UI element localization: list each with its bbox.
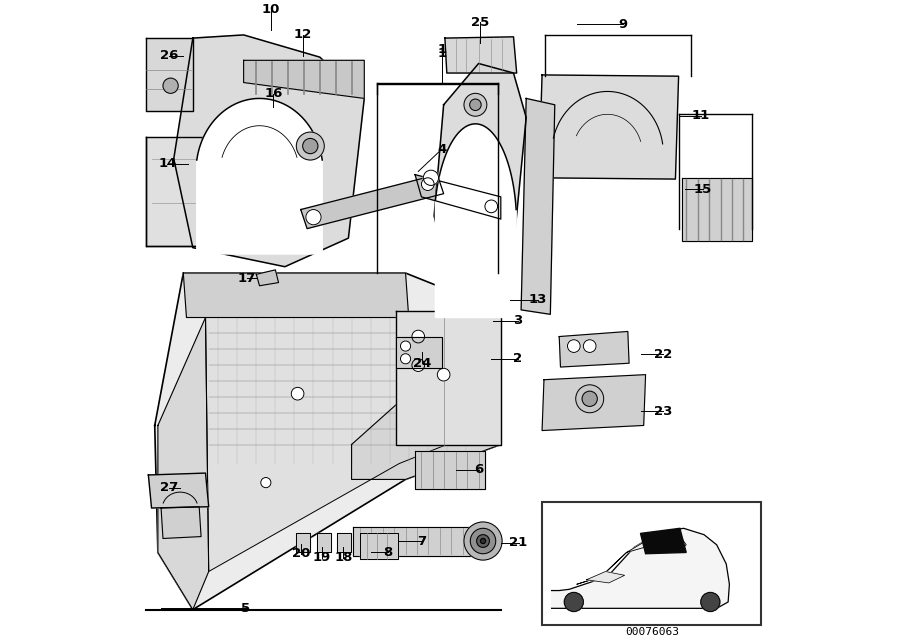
Polygon shape bbox=[542, 375, 645, 431]
Circle shape bbox=[306, 210, 321, 225]
Circle shape bbox=[471, 528, 496, 554]
Polygon shape bbox=[445, 37, 517, 73]
Text: 24: 24 bbox=[413, 357, 431, 370]
Text: 9: 9 bbox=[619, 18, 628, 30]
Circle shape bbox=[437, 368, 450, 381]
Text: 27: 27 bbox=[160, 481, 178, 494]
Text: 14: 14 bbox=[158, 157, 176, 170]
Polygon shape bbox=[559, 331, 629, 367]
Text: 3: 3 bbox=[513, 314, 523, 327]
Circle shape bbox=[583, 340, 596, 352]
Polygon shape bbox=[197, 98, 322, 254]
Circle shape bbox=[464, 522, 502, 560]
Text: 19: 19 bbox=[312, 551, 331, 564]
Text: 7: 7 bbox=[418, 535, 427, 547]
Polygon shape bbox=[354, 527, 485, 556]
Polygon shape bbox=[174, 35, 364, 267]
Polygon shape bbox=[184, 273, 409, 318]
Polygon shape bbox=[436, 124, 517, 318]
Text: 6: 6 bbox=[474, 464, 483, 476]
Text: 1: 1 bbox=[437, 48, 446, 60]
Circle shape bbox=[485, 200, 498, 213]
Text: 20: 20 bbox=[292, 547, 310, 560]
Polygon shape bbox=[434, 64, 526, 311]
Text: 00076063: 00076063 bbox=[625, 627, 679, 635]
Text: 1: 1 bbox=[437, 43, 446, 56]
Circle shape bbox=[400, 341, 410, 351]
Polygon shape bbox=[577, 532, 686, 584]
Polygon shape bbox=[148, 473, 209, 508]
Bar bbox=[542, 502, 761, 625]
Polygon shape bbox=[256, 270, 279, 286]
Polygon shape bbox=[396, 337, 443, 368]
Text: 12: 12 bbox=[293, 29, 311, 41]
Circle shape bbox=[302, 138, 318, 154]
Circle shape bbox=[292, 387, 304, 400]
Circle shape bbox=[400, 354, 410, 364]
Polygon shape bbox=[587, 572, 625, 583]
Polygon shape bbox=[205, 318, 479, 572]
Circle shape bbox=[582, 391, 598, 406]
Circle shape bbox=[261, 478, 271, 488]
Text: 13: 13 bbox=[528, 293, 547, 306]
Polygon shape bbox=[155, 273, 500, 610]
Polygon shape bbox=[301, 175, 444, 229]
Circle shape bbox=[421, 178, 434, 190]
Polygon shape bbox=[296, 533, 310, 552]
Polygon shape bbox=[682, 178, 752, 241]
Polygon shape bbox=[396, 311, 500, 444]
Circle shape bbox=[568, 340, 580, 352]
Circle shape bbox=[477, 535, 490, 547]
Polygon shape bbox=[641, 528, 686, 554]
Text: 22: 22 bbox=[653, 348, 671, 361]
Polygon shape bbox=[360, 533, 398, 559]
Text: 23: 23 bbox=[653, 405, 672, 418]
Text: 10: 10 bbox=[262, 3, 280, 16]
Circle shape bbox=[481, 538, 486, 544]
Text: 5: 5 bbox=[241, 602, 250, 615]
Text: 16: 16 bbox=[265, 88, 283, 100]
Text: 2: 2 bbox=[513, 352, 523, 365]
Polygon shape bbox=[317, 533, 330, 552]
Text: 26: 26 bbox=[160, 50, 178, 62]
Text: 8: 8 bbox=[383, 546, 392, 559]
Text: 4: 4 bbox=[437, 143, 446, 156]
Circle shape bbox=[564, 592, 583, 612]
Circle shape bbox=[464, 93, 487, 116]
Circle shape bbox=[163, 78, 178, 93]
Polygon shape bbox=[539, 75, 679, 179]
Polygon shape bbox=[161, 507, 201, 538]
Polygon shape bbox=[415, 451, 485, 489]
Polygon shape bbox=[158, 318, 209, 610]
Circle shape bbox=[296, 132, 324, 160]
Polygon shape bbox=[147, 137, 202, 246]
Circle shape bbox=[470, 99, 482, 110]
Text: 11: 11 bbox=[692, 109, 710, 122]
Circle shape bbox=[701, 592, 720, 612]
Polygon shape bbox=[552, 528, 729, 608]
Circle shape bbox=[423, 170, 438, 185]
Polygon shape bbox=[415, 175, 500, 219]
Polygon shape bbox=[337, 533, 351, 552]
Circle shape bbox=[412, 330, 425, 343]
Polygon shape bbox=[147, 38, 193, 111]
Text: 25: 25 bbox=[471, 16, 489, 29]
Text: 15: 15 bbox=[694, 183, 712, 196]
Text: 21: 21 bbox=[509, 537, 527, 549]
Text: 17: 17 bbox=[238, 272, 256, 284]
Circle shape bbox=[576, 385, 604, 413]
Polygon shape bbox=[521, 98, 554, 314]
Polygon shape bbox=[352, 311, 500, 479]
Circle shape bbox=[412, 359, 425, 371]
Polygon shape bbox=[244, 60, 364, 98]
Text: 18: 18 bbox=[334, 551, 353, 564]
